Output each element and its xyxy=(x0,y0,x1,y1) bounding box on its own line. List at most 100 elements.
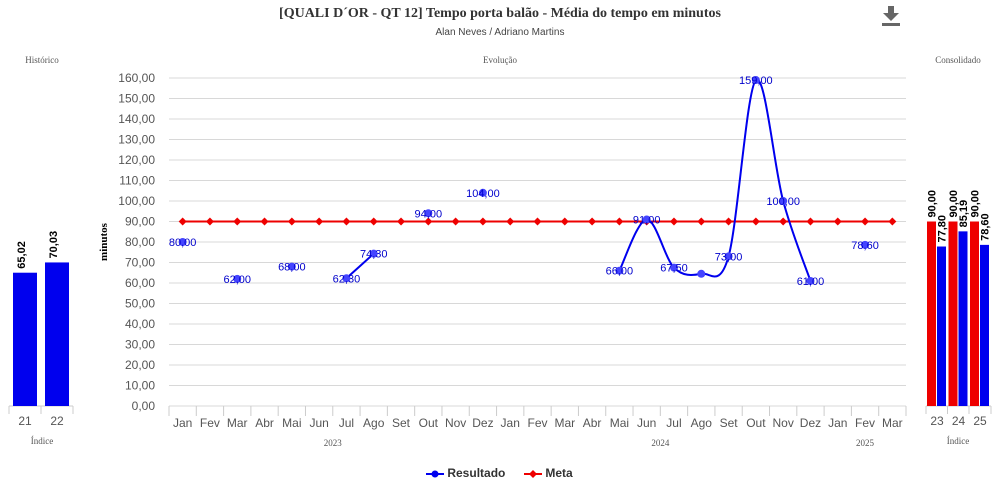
resultado-point-17 xyxy=(642,215,651,224)
historico-xlabel: Índice xyxy=(31,436,54,446)
x-tick-label-3: Abr xyxy=(255,416,274,430)
consolidado-xlabel: Índice xyxy=(947,436,970,446)
resultado-point-22 xyxy=(779,197,788,205)
resultado-label-22: 100,00 xyxy=(766,196,800,208)
resultado-point-6 xyxy=(342,274,351,283)
y-tick-label: 50,00 xyxy=(125,297,155,311)
legend-item-resultado[interactable]: Resultado xyxy=(426,466,505,480)
x-tick-label-21: Out xyxy=(746,416,766,430)
y-tick-label: 40,00 xyxy=(125,317,155,331)
x-tick-label-19: Ago xyxy=(691,416,713,430)
x-tick-label-2: Mar xyxy=(227,416,248,430)
resultado-point-19 xyxy=(697,269,706,278)
legend-meta-marker xyxy=(524,469,542,478)
historico-bar-22 xyxy=(45,262,69,406)
resultado-point-23 xyxy=(806,276,815,285)
consolidado-meta-bar-25 xyxy=(970,221,979,406)
evolucao-title: Evolução xyxy=(483,55,517,65)
meta-marker-8 xyxy=(397,217,406,226)
year-label-2025: 2025 xyxy=(856,438,875,448)
meta-marker-19 xyxy=(697,217,706,226)
y-tick-label: 110,00 xyxy=(119,174,155,188)
x-tick-label-18: Jul xyxy=(666,416,681,430)
y-tick-label: 60,00 xyxy=(125,276,155,290)
resultado-point-16 xyxy=(615,266,624,275)
resultado-label-4: 68,00 xyxy=(278,262,306,274)
consolidado-result-label-24: 85,19 xyxy=(958,200,970,228)
resultado-point-20 xyxy=(724,252,733,261)
consolidado-meta-label-25: 90,00 xyxy=(970,190,982,218)
y-tick-label: 120,00 xyxy=(118,153,155,167)
x-tick-label-25: Fev xyxy=(855,416,875,430)
resultado-point-21 xyxy=(751,76,760,85)
consolidado-meta-bar-24 xyxy=(948,221,958,406)
resultado-point-2 xyxy=(233,274,242,283)
x-tick-label-23: Dez xyxy=(800,416,821,430)
meta-marker-5 xyxy=(315,217,324,226)
x-tick-label-26: Mar xyxy=(882,416,903,430)
resultado-point-11 xyxy=(478,188,487,197)
historico-tick-21: 21 xyxy=(18,414,32,428)
x-tick-label-8: Set xyxy=(392,416,411,430)
x-tick-label-1: Fev xyxy=(200,416,220,430)
resultado-point-9 xyxy=(424,209,433,218)
resultado-point-4 xyxy=(287,262,296,271)
x-tick-label-22: Nov xyxy=(772,416,793,430)
meta-marker-1 xyxy=(205,217,214,226)
meta-marker-24 xyxy=(833,217,842,226)
resultado-label-20: 73,00 xyxy=(715,251,743,263)
chart-title: [QUALI D´OR - QT 12] Tempo porta balão -… xyxy=(279,6,721,21)
x-tick-label-7: Ago xyxy=(363,416,385,430)
legend-meta-label: Meta xyxy=(545,466,573,480)
meta-marker-9 xyxy=(424,217,433,226)
consolidado-title: Consolidado xyxy=(935,55,981,65)
meta-marker-11 xyxy=(478,217,487,226)
meta-marker-23 xyxy=(806,217,815,226)
resultado-label-18: 67,50 xyxy=(660,263,688,275)
meta-marker-14 xyxy=(560,217,569,226)
consolidado-meta-bar-23 xyxy=(927,221,936,406)
meta-marker-21 xyxy=(751,217,760,226)
y-tick-label: 150,00 xyxy=(118,92,155,106)
year-label-2024: 2024 xyxy=(651,438,670,448)
meta-marker-7 xyxy=(369,217,378,226)
x-tick-label-10: Nov xyxy=(445,416,466,430)
y-tick-label: 90,00 xyxy=(125,215,155,229)
download-icon[interactable] xyxy=(880,4,902,26)
resultado-label-6: 62,30 xyxy=(333,273,361,285)
legend-resultado-label: Resultado xyxy=(447,466,506,480)
year-label-2023: 2023 xyxy=(324,438,343,448)
historico-tick-22: 22 xyxy=(50,414,64,428)
meta-marker-12 xyxy=(506,217,515,226)
x-tick-label-9: Out xyxy=(419,416,439,430)
legend-item-meta[interactable]: Meta xyxy=(524,466,573,480)
x-tick-label-16: Mai xyxy=(610,416,629,430)
consolidado-meta-label-23: 90,00 xyxy=(927,190,939,218)
meta-marker-13 xyxy=(533,217,542,226)
x-tick-label-20: Set xyxy=(720,416,739,430)
meta-marker-20 xyxy=(724,217,733,226)
resultado-point-0 xyxy=(178,238,187,246)
y-tick-label: 0,00 xyxy=(132,399,156,413)
meta-marker-0 xyxy=(178,217,187,226)
x-tick-label-15: Abr xyxy=(583,416,602,430)
resultado-label-0: 80,00 xyxy=(169,237,197,249)
x-tick-label-0: Jan xyxy=(173,416,192,430)
meta-marker-6 xyxy=(342,217,351,226)
consolidado-tick-25: 25 xyxy=(973,414,987,428)
historico-title: Histórico xyxy=(25,55,59,65)
meta-marker-10 xyxy=(451,217,460,226)
meta-marker-26 xyxy=(888,217,897,226)
consolidado-tick-24: 24 xyxy=(952,414,966,428)
y-tick-label: 20,00 xyxy=(125,358,155,372)
meta-marker-2 xyxy=(233,217,242,226)
resultado-line xyxy=(618,78,812,282)
resultado-label-9: 94,00 xyxy=(415,208,443,220)
resultado-label-7: 74,30 xyxy=(360,249,388,261)
meta-marker-18 xyxy=(669,217,678,226)
y-tick-label: 160,00 xyxy=(118,71,155,85)
x-tick-label-24: Jan xyxy=(828,416,847,430)
y-tick-label: 30,00 xyxy=(125,338,155,352)
resultado-point-18 xyxy=(669,263,678,272)
